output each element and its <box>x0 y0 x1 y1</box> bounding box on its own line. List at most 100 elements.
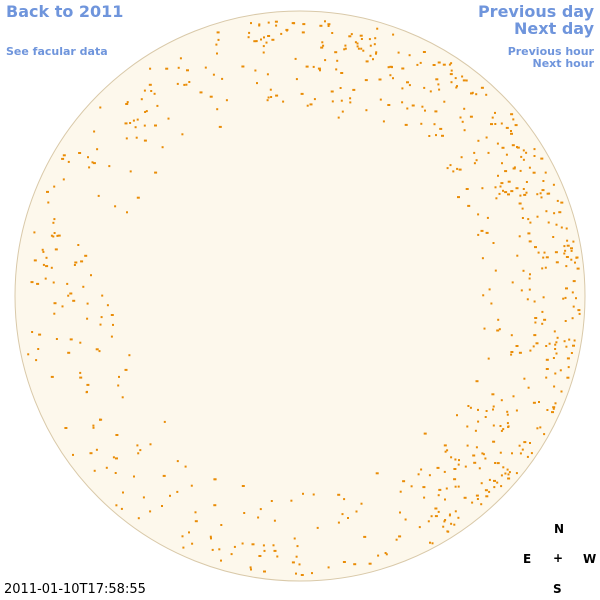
facula <box>57 234 61 237</box>
facula <box>105 466 108 469</box>
facula <box>144 111 147 113</box>
facula <box>492 424 495 427</box>
previous-hour-link[interactable]: Previous hour <box>507 45 594 58</box>
facula <box>241 485 245 487</box>
facula <box>564 296 567 299</box>
facula <box>429 90 432 93</box>
facula <box>360 38 363 40</box>
facula <box>114 472 117 474</box>
facula <box>567 366 570 369</box>
facula <box>444 498 446 501</box>
facula <box>529 273 531 276</box>
facula <box>522 188 525 190</box>
facula <box>101 294 104 297</box>
facula <box>216 31 220 34</box>
facula <box>293 537 296 540</box>
facula <box>132 119 135 122</box>
facula <box>545 358 549 361</box>
facula <box>100 316 103 319</box>
facula <box>528 240 532 243</box>
facula <box>506 422 509 425</box>
timestamp: 2011-01-10T17:58:55 <box>4 582 146 597</box>
facula <box>241 542 244 545</box>
facula <box>214 478 217 481</box>
facula <box>510 353 513 356</box>
facula <box>404 123 408 126</box>
facula <box>276 555 279 558</box>
facula <box>475 494 479 497</box>
facula <box>270 500 273 502</box>
facula <box>475 446 478 449</box>
facula <box>429 541 431 544</box>
facula <box>480 229 484 232</box>
facula <box>258 555 262 557</box>
facula <box>204 66 207 69</box>
facula <box>247 36 250 39</box>
next-hour-link[interactable]: Next hour <box>532 57 595 70</box>
facula <box>496 329 500 332</box>
facula <box>399 511 401 514</box>
facula <box>515 472 518 475</box>
facula <box>499 185 502 188</box>
facula <box>392 33 395 36</box>
facula <box>500 485 503 488</box>
next-day-link[interactable]: Next day <box>514 19 594 38</box>
facula <box>449 73 453 76</box>
facula <box>516 146 518 148</box>
facular-link[interactable]: See facular data <box>6 45 108 58</box>
facula <box>510 190 514 193</box>
facula <box>442 525 445 528</box>
facula <box>399 490 402 493</box>
compass-s: S <box>553 582 562 596</box>
facula <box>486 216 489 219</box>
back-link[interactable]: Back to 2011 <box>6 2 124 21</box>
facula <box>324 59 327 62</box>
facula <box>118 375 120 378</box>
facula <box>411 104 415 107</box>
facula <box>518 351 522 354</box>
facula <box>424 109 426 112</box>
facula <box>257 516 260 519</box>
facula <box>398 535 402 538</box>
facula <box>481 257 484 260</box>
facula <box>502 428 505 431</box>
facula <box>434 110 438 113</box>
facula <box>541 310 544 313</box>
facula <box>36 282 40 285</box>
facula <box>457 485 460 488</box>
facula <box>473 461 477 464</box>
facula <box>176 460 179 463</box>
facula <box>33 231 36 234</box>
facula <box>465 79 468 82</box>
facula <box>538 401 540 403</box>
facula <box>484 457 487 460</box>
facula <box>61 157 65 160</box>
facula <box>528 166 531 169</box>
previous-day-link[interactable]: Previous day <box>477 2 594 21</box>
facula <box>438 488 442 491</box>
facula <box>53 185 56 188</box>
facula <box>563 245 566 248</box>
facula <box>67 294 70 297</box>
facula <box>53 232 56 234</box>
facula <box>564 320 567 322</box>
facula <box>556 336 559 339</box>
facula <box>295 555 298 558</box>
facula <box>126 211 128 214</box>
facula <box>450 81 453 84</box>
facula <box>510 351 514 353</box>
facula <box>250 568 252 571</box>
facula <box>95 448 98 451</box>
facula <box>220 559 222 562</box>
facula <box>541 189 545 192</box>
facula <box>515 345 519 347</box>
facula <box>161 505 163 507</box>
facula <box>319 69 321 72</box>
facula <box>532 401 536 404</box>
facula <box>522 149 525 152</box>
facula <box>498 192 501 195</box>
facula <box>504 170 508 173</box>
facula <box>179 57 182 60</box>
facula <box>300 92 304 95</box>
facula <box>572 344 575 347</box>
